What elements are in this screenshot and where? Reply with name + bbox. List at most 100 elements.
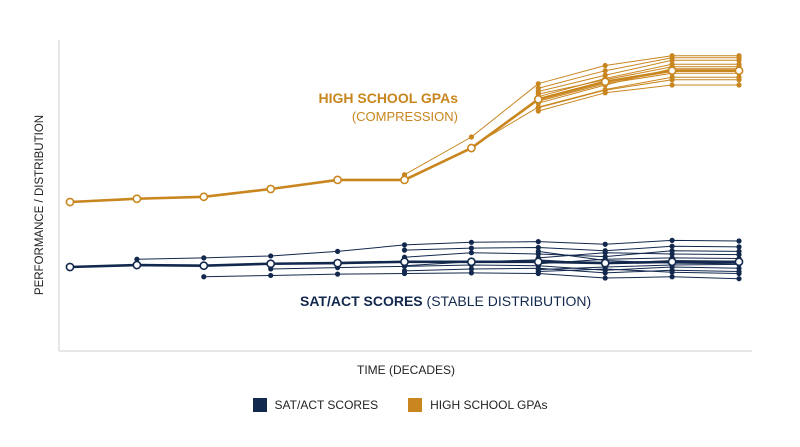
high-school-gpas-main-line-point-2 (199, 192, 209, 202)
high-school-gpas-spread-line-6 (535, 55, 742, 91)
sat-act-scores-spread-line-5-point-0 (401, 268, 408, 274)
axes (58, 40, 752, 352)
high-school-gpas-spread-line-4-path (538, 63, 739, 98)
high-school-gpas-main-line-point-6 (466, 143, 476, 153)
sat-act-scores-spread-line-1-point-7 (669, 274, 675, 280)
sat-act-scores-spread-line-0-path (136, 239, 740, 260)
legend-item-gpa: HIGH SCHOOL GPAs (408, 398, 547, 412)
sat-act-scores-spread-line-0-point-0 (134, 256, 140, 262)
high-school-gpas-spread-line-7-point-0 (535, 105, 541, 111)
legend: SAT/ACT SCORES HIGH SCHOOL GPAs (0, 398, 800, 412)
sat-act-scores-spread-line-2-path (270, 264, 740, 271)
sat-act-scores-spread-line-7-point-3 (736, 252, 742, 258)
sat-act-scores-main-line (65, 257, 744, 272)
high-school-gpas-spread-line-0-point-1 (468, 134, 474, 140)
high-school-gpas-spread-line-6-point-1 (602, 68, 608, 74)
sat-act-scores-spread-line-3 (401, 243, 742, 254)
sat-act-scores-spread-line-5-point-3 (602, 270, 608, 276)
sat-act-scores-spread-line-7-path (538, 252, 740, 259)
sat-act-scores-spread-line-0-point-2 (268, 253, 274, 259)
high-school-gpas-main-line-point-1 (132, 194, 142, 204)
sat-act-scores-spread-line-0 (134, 237, 742, 262)
sat-act-scores-spread-line-3-path (404, 245, 740, 252)
high-school-gpas-main-line-point-5 (400, 175, 409, 185)
high-school-gpas-spread-line-7-point-1 (602, 87, 608, 93)
high-school-gpas-spread-line-2 (535, 82, 742, 114)
high-school-gpas-spread-line-0-point-3 (602, 62, 608, 69)
high-school-gpas-spread-line-3-path (538, 59, 739, 92)
sat-annotation-bold: SAT/ACT SCORES (300, 293, 423, 309)
sat-act-scores-main-line-point-5 (400, 257, 409, 267)
sat-act-scores-spread-line-9-path (538, 263, 740, 271)
sat-act-scores-spread-line-5-point-1 (468, 266, 474, 272)
high-school-gpas-main-line-point-10 (734, 66, 744, 76)
sat-act-scores-spread-line-3-point-5 (736, 244, 742, 250)
gpa-annotation-subtitle: (COMPRESSION) (352, 109, 458, 124)
high-school-gpas-spread-line-0-path (404, 55, 739, 176)
sat-act-scores-spread-line-11-point-3 (736, 270, 742, 277)
sat-act-scores-spread-line-1-point-4 (468, 270, 474, 276)
sat-act-scores-spread-line-1-point-2 (335, 271, 341, 277)
sat-act-scores-spread-line-1-point-1 (268, 272, 274, 279)
high-school-gpas-spread-line-9-path (538, 66, 739, 95)
high-school-gpas-main-line-point-3 (266, 184, 276, 194)
sat-act-scores-spread-line-11-path (538, 268, 740, 274)
legend-item-sat: SAT/ACT SCORES (252, 398, 379, 412)
legend-label-sat: SAT/ACT SCORES (274, 398, 379, 412)
sat-act-scores-spread-line-0-point-7 (602, 241, 608, 247)
sat-act-scores-spread-line-11 (535, 266, 742, 277)
y-axis-label: PERFORMANCE / DISTRIBUTION (34, 115, 46, 295)
sat-act-scores-main-line-point-2 (199, 261, 209, 271)
high-school-gpas-spread-line-7 (535, 77, 742, 111)
sat-act-scores-spread-line-1-point-0 (201, 274, 207, 280)
sat-act-scores-spread-line-0-point-9 (736, 238, 742, 244)
sat-act-scores-main-line-point-8 (600, 258, 610, 268)
sat-act-scores-spread-line-11-point-1 (602, 266, 608, 272)
x-axis-label: TIME (DECADES) (357, 363, 455, 377)
high-school-gpas-main-line-point-4 (333, 175, 342, 185)
high-school-gpas-spread-line-7-path (538, 79, 739, 109)
sat-act-scores-spread-line-0-point-8 (669, 237, 675, 243)
high-school-gpas-spread-line-8-path (538, 72, 739, 102)
legend-label-gpa: HIGH SCHOOL GPAs (430, 398, 548, 412)
sat-act-scores-spread-line-11-point-0 (535, 268, 541, 275)
high-school-gpas-spread-line-6-path (538, 57, 739, 89)
sat-act-scores-spread-line-10-point-0 (535, 248, 541, 254)
sat-act-scores-spread-line-7-point-1 (602, 250, 608, 256)
annotation-layer: HIGH SCHOOL GPAs (COMPRESSION) SAT/ACT SCO… (300, 90, 591, 309)
sat-act-scores-spread-line-3-point-0 (401, 247, 408, 253)
sat-act-scores-spread-line-0-point-5 (468, 239, 474, 245)
sat-act-scores-spread-line-6-point-1 (468, 250, 474, 256)
sat-act-scores-main-line-point-6 (466, 257, 476, 267)
legend-swatch-sat (252, 398, 267, 412)
high-school-gpas-spread-line-2-point-2 (669, 82, 675, 88)
high-school-gpas-spread-line-2-point-3 (736, 82, 742, 88)
sat-act-scores-spread-line-7-point-2 (669, 251, 675, 257)
sat-act-scores-spread-line-0-point-6 (535, 239, 541, 245)
high-school-gpas-main-line-point-0 (65, 197, 75, 207)
sat-annotation: SAT/ACT SCORES (STABLE DISTRIBUTION) (300, 293, 591, 309)
high-school-gpas-main-line (65, 66, 744, 207)
legend-swatch-gpa (408, 398, 423, 412)
sat-act-scores-main-line-point-0 (65, 262, 75, 272)
sat-act-scores-spread-line-3-point-1 (468, 245, 474, 251)
sat-act-scores-spread-line-0-point-1 (201, 255, 207, 261)
high-school-gpas-main-line-point-7 (533, 94, 543, 104)
high-school-gpas-spread-line-6-point-0 (535, 85, 541, 91)
sat-act-scores-spread-line-0-point-3 (335, 248, 341, 254)
high-school-gpas-spread-line-2-path (538, 84, 739, 112)
sat-annotation-rest: (STABLE DISTRIBUTION) (423, 293, 592, 309)
sat-act-scores-main-line-point-4 (333, 258, 342, 268)
gpa-annotation-title: HIGH SCHOOL GPAs (318, 90, 458, 106)
high-school-gpas-spread-line-7-point-2 (669, 77, 675, 83)
sat-act-scores-spread-line-11-point-2 (669, 269, 675, 275)
sat-act-scores-main-line-point-9 (667, 257, 677, 267)
high-school-gpas-main-line-point-8 (600, 77, 610, 87)
high-school-gpas-main-line-point-9 (667, 66, 677, 76)
sat-act-scores-main-line-point-7 (533, 257, 543, 267)
sat-act-scores-main-line-point-1 (132, 260, 142, 270)
sat-act-scores-spread-line-3-point-4 (669, 243, 675, 249)
sat-act-scores-spread-line-1-point-6 (602, 275, 608, 281)
high-school-gpas-spread-line-6-point-2 (669, 55, 675, 61)
